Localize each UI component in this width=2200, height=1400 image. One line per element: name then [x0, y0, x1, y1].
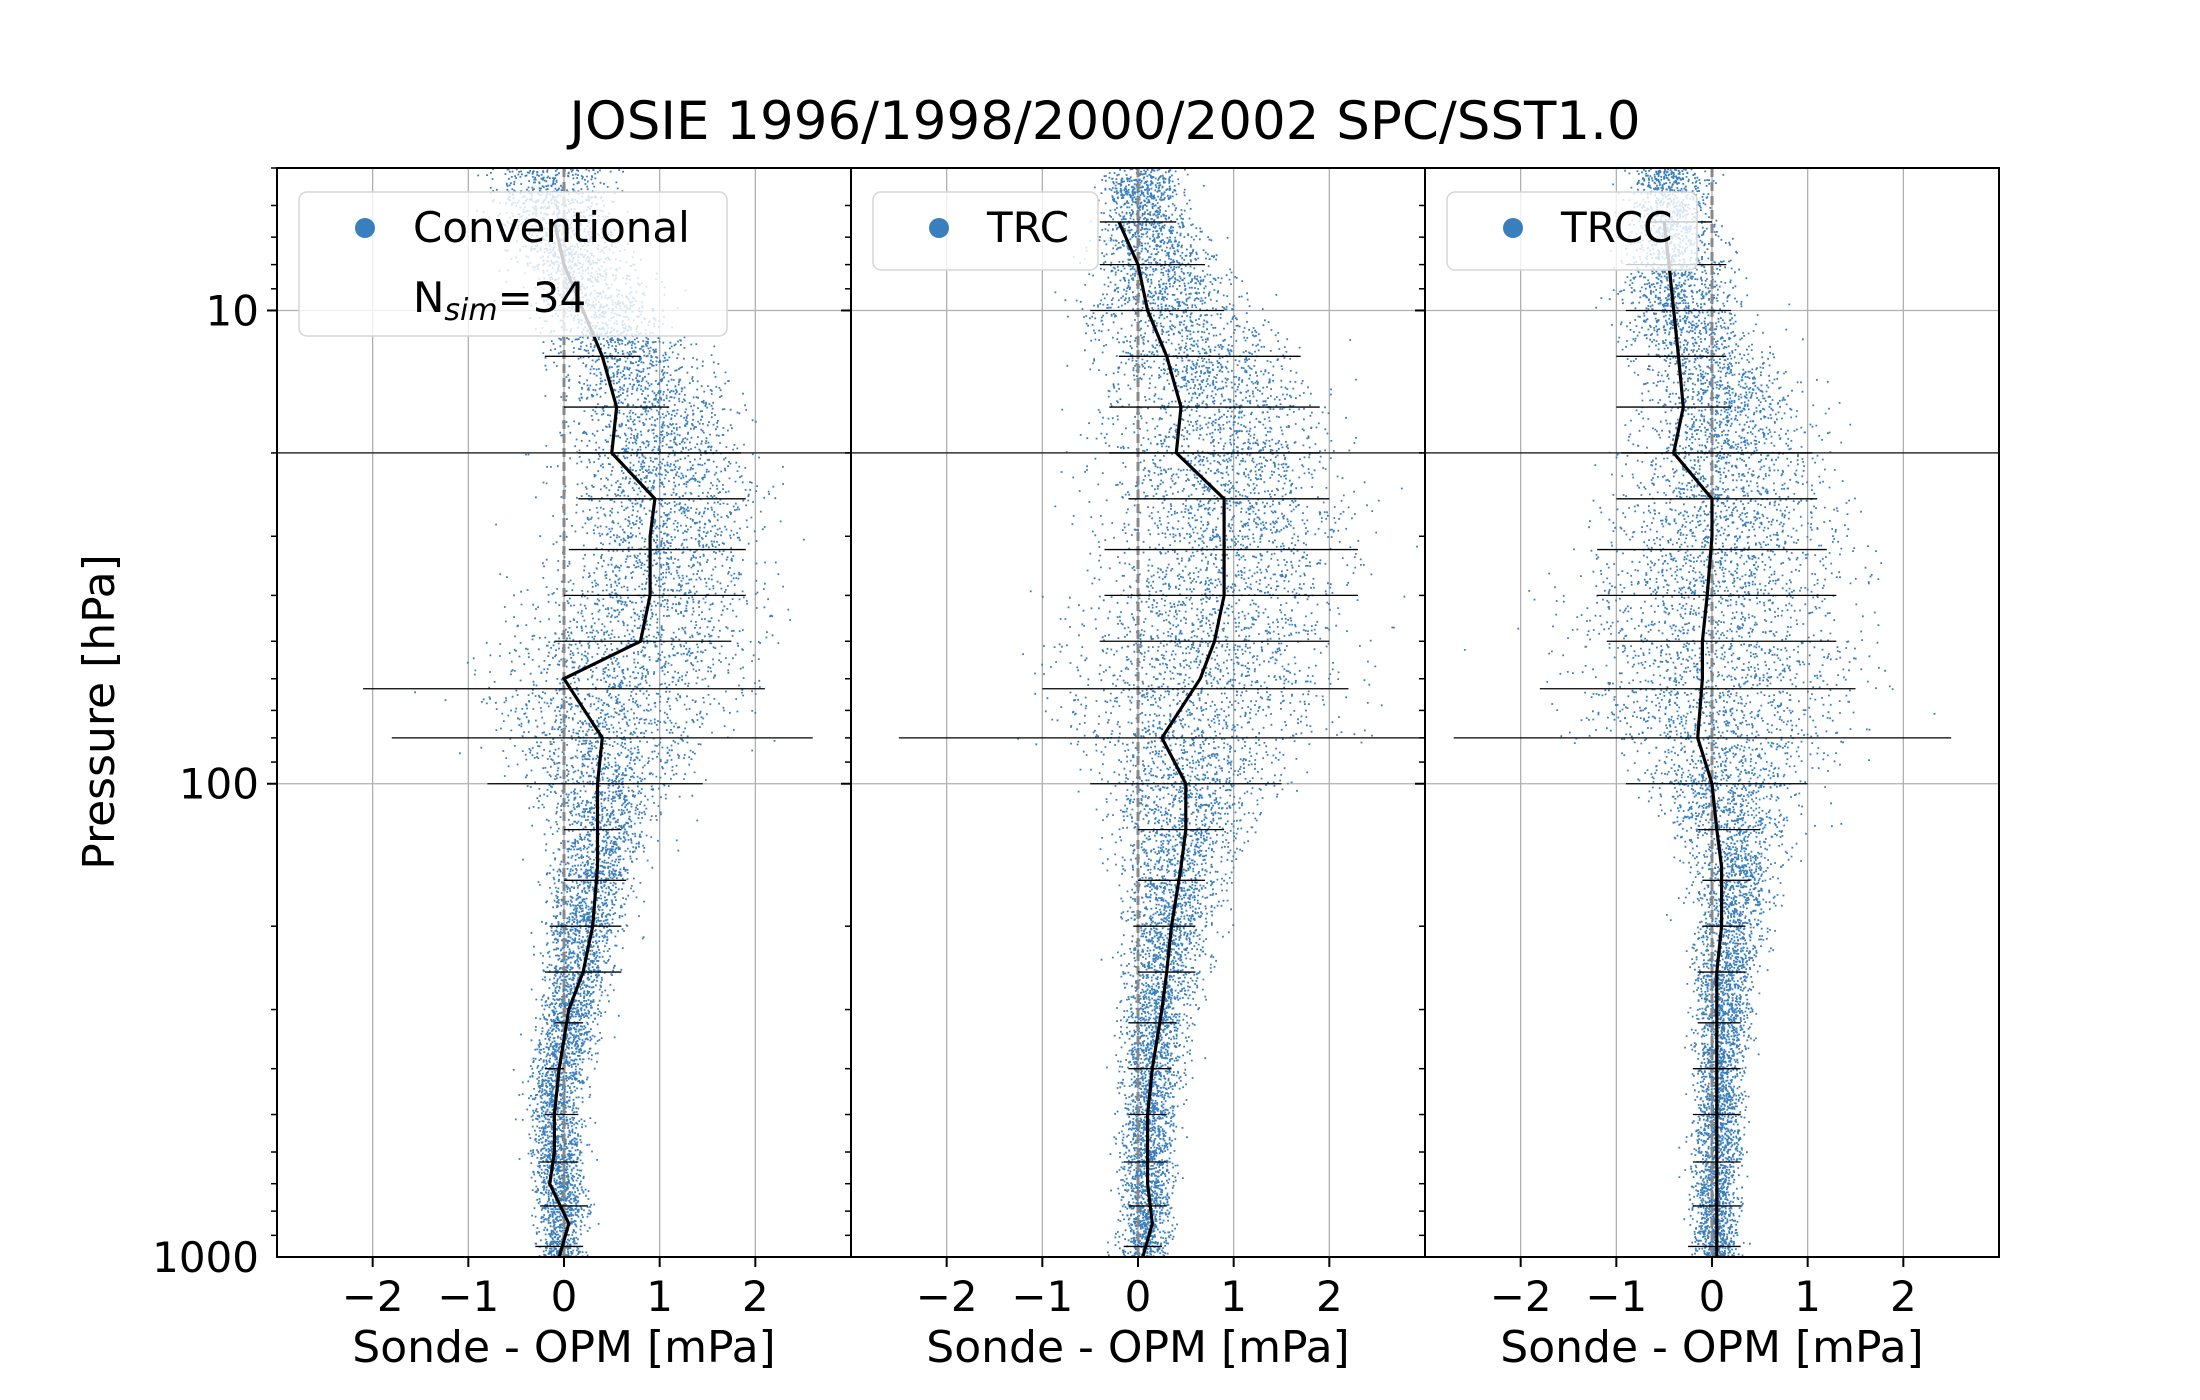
y-tick-label: 10 [206, 286, 259, 335]
legend-label: Conventional [413, 203, 690, 252]
legend: Conventional Nsim=34 [298, 191, 728, 337]
x-tick-label: −2 [1490, 1272, 1552, 1321]
x-tick-label: −1 [1011, 1272, 1073, 1321]
x-tick-label: −1 [1585, 1272, 1647, 1321]
legend-marker [1503, 218, 1523, 238]
legend-box [872, 191, 1099, 271]
mean-profile-line [548, 221, 657, 1257]
y-tick-label: 1000 [152, 1233, 259, 1282]
x-axis-label: Sonde - OPM [mPa] [926, 1322, 1349, 1373]
legend: TRC [872, 191, 1099, 271]
legend-marker [355, 218, 375, 238]
x-tick-label: 0 [551, 1272, 578, 1321]
x-tick-label: 2 [1890, 1272, 1917, 1321]
legend-box [298, 191, 728, 337]
y-tick-label: 100 [179, 760, 259, 809]
errorbars [1453, 221, 1952, 1248]
scatter-points [1017, 168, 1418, 1257]
x-tick-label: −1 [437, 1272, 499, 1321]
x-tick-label: 0 [1125, 1272, 1152, 1321]
x-tick-label: 0 [1699, 1272, 1726, 1321]
chart-title: JOSIE 1996/1998/2000/2002 SPC/SST1.0 [566, 91, 1640, 152]
x-axis-label: Sonde - OPM [mPa] [352, 1322, 775, 1373]
x-tick-label: −2 [916, 1272, 978, 1321]
y-axis-label: Pressure [hPa] [74, 554, 125, 870]
x-tick-label: 1 [1220, 1272, 1247, 1321]
legend: TRCC [1446, 191, 1698, 271]
x-tick-label: 1 [646, 1272, 673, 1321]
legend-box [1446, 191, 1698, 271]
x-tick-label: 1 [1794, 1272, 1821, 1321]
x-tick-label: −2 [342, 1272, 404, 1321]
mean-profile-line [1117, 221, 1226, 1257]
legend-annotation: Nsim=34 [413, 273, 586, 328]
x-axis-label: Sonde - OPM [mPa] [1500, 1322, 1923, 1373]
x-tick-label: 2 [742, 1272, 769, 1321]
mean-profile-line [1662, 221, 1724, 1257]
legend-label: TRCC [1560, 203, 1672, 252]
legend-label: TRC [986, 203, 1069, 252]
x-tick-label: 2 [1316, 1272, 1343, 1321]
errorbars [363, 355, 813, 1248]
scatter-points [414, 168, 805, 1257]
legend-marker [929, 218, 949, 238]
